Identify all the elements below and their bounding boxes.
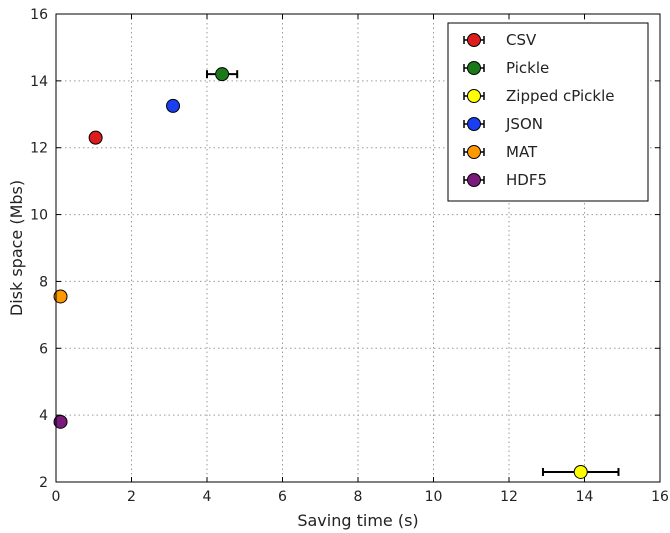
x-axis-label: Saving time (s) (297, 511, 418, 530)
y-tick-label: 8 (39, 274, 48, 290)
legend-item: Zipped cPickle (463, 87, 614, 105)
y-tick-label: 2 (39, 475, 48, 491)
legend-item: MAT (463, 143, 538, 161)
legend-label: CSV (506, 31, 537, 49)
x-tick-label: 14 (576, 489, 594, 505)
data-layer (53, 67, 620, 479)
legend: CSV Pickle Zipped cPickle JSON MAT HDF5 (447, 22, 649, 202)
y-tick-label: 14 (30, 74, 48, 90)
plot-frame (55, 13, 661, 483)
series-json (166, 98, 181, 113)
y-tick-label: 10 (30, 208, 48, 224)
series-pickle (206, 67, 239, 82)
legend-item: Pickle (463, 59, 549, 77)
series-zipped-cpickle (541, 464, 620, 479)
x-tick-label: 6 (278, 489, 287, 505)
legend-marker (467, 117, 481, 131)
y-tick-label: 16 (30, 7, 48, 23)
legend-marker (467, 61, 481, 75)
data-point (573, 464, 588, 479)
x-tick-label: 2 (127, 489, 136, 505)
legend-label: Pickle (506, 59, 549, 77)
data-point (53, 414, 68, 429)
legend-marker (467, 33, 481, 47)
legend-item: CSV (463, 31, 537, 49)
x-tick-label: 4 (203, 489, 212, 505)
series-hdf5 (53, 414, 68, 429)
legend-item: HDF5 (463, 171, 547, 189)
legend-label: Zipped cPickle (506, 87, 614, 105)
x-tick-label: 10 (425, 489, 443, 505)
data-point (166, 98, 181, 113)
x-tick-labels: 0 2 4 6 8 10 12 14 16 (52, 489, 669, 505)
data-point (215, 67, 230, 82)
legend-label: HDF5 (506, 171, 547, 189)
data-point (88, 130, 103, 145)
x-tick-label: 8 (354, 489, 363, 505)
legend-marker (467, 173, 481, 187)
y-axis-label: Disk space (Mbs) (7, 180, 26, 316)
data-point (53, 289, 68, 304)
series-mat (53, 289, 68, 304)
x-tick-label: 0 (52, 489, 61, 505)
y-tick-labels: 2 4 6 8 10 12 14 16 (30, 7, 48, 491)
y-tick-label: 6 (39, 341, 48, 357)
y-tick-label: 12 (30, 141, 48, 157)
x-tick-label: 12 (500, 489, 518, 505)
legend-label: MAT (506, 143, 538, 161)
legend-item: JSON (463, 115, 543, 133)
series-csv (88, 130, 103, 145)
legend-label: JSON (505, 115, 543, 133)
y-tick-label: 4 (39, 408, 48, 424)
legend-box (447, 22, 649, 202)
legend-marker (467, 89, 481, 103)
x-tick-label: 16 (651, 489, 669, 505)
legend-marker (467, 145, 481, 159)
